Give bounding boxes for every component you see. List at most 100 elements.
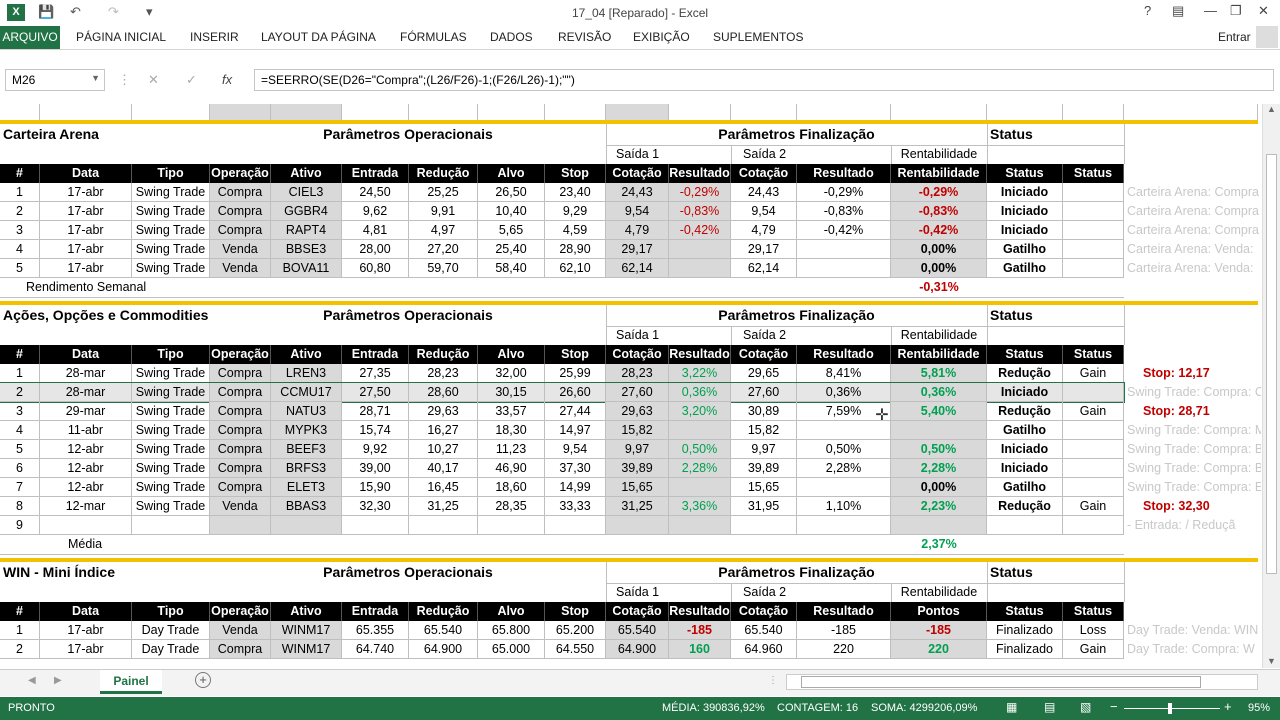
data-cell[interactable]: Iniciado [987, 440, 1063, 459]
tab-revisao[interactable]: REVISÃO [558, 30, 612, 44]
data-cell[interactable]: 17-abr [40, 202, 132, 221]
data-cell[interactable]: 15,82 [606, 421, 669, 440]
data-cell[interactable]: LREN3 [271, 364, 342, 383]
data-cell[interactable]: 64.550 [545, 640, 606, 659]
data-cell[interactable]: 27,60 [731, 383, 797, 402]
data-cell[interactable] [797, 421, 891, 440]
data-cell[interactable]: 2 [0, 640, 40, 659]
h-scroll-thumb[interactable] [801, 676, 1201, 688]
data-cell[interactable]: -0,83% [669, 202, 731, 221]
data-cell[interactable]: Compra [210, 440, 271, 459]
data-cell[interactable]: 39,00 [342, 459, 409, 478]
data-cell[interactable]: 3 [0, 221, 40, 240]
data-cell[interactable] [669, 516, 731, 535]
data-cell[interactable]: NATU3 [271, 402, 342, 421]
data-cell[interactable]: 64.960 [731, 640, 797, 659]
data-cell[interactable]: 24,50 [342, 183, 409, 202]
data-cell[interactable]: 12-abr [40, 440, 132, 459]
data-cell[interactable]: 15,90 [342, 478, 409, 497]
data-cell[interactable] [1063, 183, 1124, 202]
data-cell[interactable]: Swing Trade [132, 364, 210, 383]
data-cell[interactable]: 0,36% [891, 383, 987, 402]
data-cell[interactable]: Redução [987, 364, 1063, 383]
data-cell[interactable]: 40,17 [409, 459, 478, 478]
tab-layout[interactable]: LAYOUT DA PÁGINA [261, 30, 376, 44]
data-cell[interactable]: 26,60 [545, 383, 606, 402]
customize-toolbar-icon[interactable]: ▾ [146, 4, 153, 19]
data-cell[interactable]: Gatilho [987, 240, 1063, 259]
data-cell[interactable] [210, 516, 271, 535]
data-cell[interactable]: ELET3 [271, 478, 342, 497]
data-cell[interactable]: 17-abr [40, 259, 132, 278]
data-cell[interactable]: 27,35 [342, 364, 409, 383]
data-cell[interactable]: 25,25 [409, 183, 478, 202]
data-cell[interactable]: Gain [1063, 364, 1124, 383]
data-cell[interactable]: 39,89 [606, 459, 669, 478]
data-cell[interactable]: 31,25 [409, 497, 478, 516]
normal-view-icon[interactable]: ▦ [1006, 700, 1018, 714]
data-cell[interactable]: 65.800 [478, 621, 545, 640]
data-cell[interactable]: Venda [210, 259, 271, 278]
data-cell[interactable]: Gain [1063, 497, 1124, 516]
data-cell[interactable]: 27,50 [342, 383, 409, 402]
data-cell[interactable]: -185 [891, 621, 987, 640]
data-cell[interactable]: Finalizado [987, 621, 1063, 640]
data-cell[interactable]: Gain [1063, 402, 1124, 421]
data-cell[interactable]: 0,50% [891, 440, 987, 459]
data-cell[interactable]: 15,74 [342, 421, 409, 440]
data-cell[interactable] [891, 421, 987, 440]
data-cell[interactable]: Swing Trade [132, 478, 210, 497]
data-cell[interactable] [478, 516, 545, 535]
data-cell[interactable]: 2 [0, 202, 40, 221]
data-cell[interactable]: Iniciado [987, 221, 1063, 240]
data-cell[interactable]: 27,20 [409, 240, 478, 259]
data-cell[interactable]: 15,65 [606, 478, 669, 497]
data-cell[interactable]: Iniciado [987, 183, 1063, 202]
data-cell[interactable]: 4,97 [409, 221, 478, 240]
data-cell[interactable]: 17-abr [40, 240, 132, 259]
data-cell[interactable]: 4,59 [545, 221, 606, 240]
data-cell[interactable]: Compra [210, 364, 271, 383]
data-cell[interactable]: 28,23 [606, 364, 669, 383]
undo-icon[interactable]: ↶ [70, 4, 81, 19]
data-cell[interactable]: 27,44 [545, 402, 606, 421]
data-cell[interactable]: 4,79 [731, 221, 797, 240]
zoom-slider-thumb[interactable] [1168, 703, 1172, 714]
data-cell[interactable]: 0,00% [891, 478, 987, 497]
data-cell[interactable]: Iniciado [987, 459, 1063, 478]
data-cell[interactable] [669, 478, 731, 497]
data-cell[interactable]: Swing Trade [132, 259, 210, 278]
data-cell[interactable]: 9,97 [606, 440, 669, 459]
data-cell[interactable] [797, 259, 891, 278]
scroll-up-icon[interactable]: ▲ [1267, 104, 1276, 114]
data-cell[interactable]: 2,23% [891, 497, 987, 516]
data-cell[interactable] [1063, 516, 1124, 535]
data-cell[interactable] [987, 516, 1063, 535]
prev-sheet-icon[interactable]: ◀ [28, 675, 36, 686]
split-icon[interactable]: ⋮ [768, 675, 778, 686]
data-cell[interactable]: 17-abr [40, 183, 132, 202]
minimize-icon[interactable]: — [1204, 3, 1217, 18]
data-cell[interactable]: 2,28% [669, 459, 731, 478]
data-cell[interactable]: 64.900 [606, 640, 669, 659]
data-cell[interactable]: Swing Trade [132, 202, 210, 221]
data-cell[interactable] [1063, 221, 1124, 240]
data-cell[interactable]: 60,80 [342, 259, 409, 278]
data-cell[interactable]: 62,14 [731, 259, 797, 278]
data-cell[interactable]: 9,29 [545, 202, 606, 221]
data-cell[interactable]: 29,17 [731, 240, 797, 259]
data-cell[interactable]: 65.540 [409, 621, 478, 640]
data-cell[interactable]: Compra [210, 221, 271, 240]
data-cell[interactable]: Swing Trade [132, 421, 210, 440]
redo-icon[interactable]: ↷ [108, 4, 119, 19]
data-cell[interactable] [271, 516, 342, 535]
data-cell[interactable]: 14,97 [545, 421, 606, 440]
data-cell[interactable]: 37,30 [545, 459, 606, 478]
data-cell[interactable] [797, 478, 891, 497]
data-cell[interactable] [797, 516, 891, 535]
data-cell[interactable]: -0,42% [669, 221, 731, 240]
data-cell[interactable]: 9,92 [342, 440, 409, 459]
data-cell[interactable]: BRFS3 [271, 459, 342, 478]
data-cell[interactable]: 1,10% [797, 497, 891, 516]
data-cell[interactable]: 15,82 [731, 421, 797, 440]
